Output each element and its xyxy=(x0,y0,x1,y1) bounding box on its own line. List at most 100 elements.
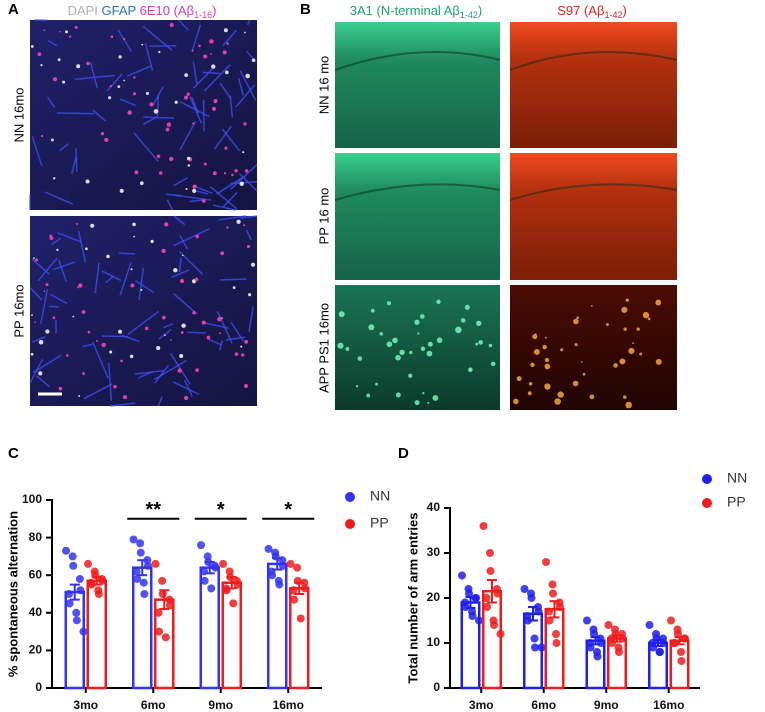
plaque xyxy=(530,362,535,368)
plaque xyxy=(427,401,430,404)
cell-process xyxy=(105,275,115,284)
deposit xyxy=(149,102,154,107)
cell-process xyxy=(44,191,74,205)
deposit xyxy=(244,31,246,34)
deposit xyxy=(192,310,196,315)
cell-process xyxy=(178,19,189,31)
deposit xyxy=(186,92,190,96)
data-point xyxy=(68,552,77,561)
legend-marker xyxy=(702,474,712,484)
cell-process xyxy=(220,278,247,281)
deposit xyxy=(174,100,178,104)
deposit xyxy=(78,394,81,397)
deposit xyxy=(40,134,44,138)
data-point xyxy=(69,561,78,570)
data-point xyxy=(197,541,206,550)
deposit xyxy=(241,353,245,357)
deposit xyxy=(130,268,133,271)
plaque xyxy=(345,347,350,351)
row-label: APP PS1 16mo xyxy=(316,303,331,393)
plaque xyxy=(427,341,433,347)
cell-process xyxy=(239,70,257,101)
plaque xyxy=(557,391,564,398)
deposit xyxy=(120,359,123,363)
cell-process xyxy=(237,78,245,96)
cell-process xyxy=(187,331,206,334)
cell-process xyxy=(144,43,154,71)
deposit xyxy=(62,80,66,84)
legend-text: 1-16 xyxy=(194,10,212,20)
deposit xyxy=(75,223,79,226)
deposit xyxy=(52,316,56,320)
data-point xyxy=(674,630,682,638)
cell-process xyxy=(172,381,200,395)
deposit xyxy=(59,30,61,33)
deposit xyxy=(57,58,61,62)
deposit xyxy=(243,224,246,227)
deposit xyxy=(95,340,98,343)
deposit xyxy=(104,137,109,143)
data-point xyxy=(583,616,591,625)
deposit xyxy=(65,354,69,357)
cell-process xyxy=(173,293,198,315)
plaque xyxy=(386,341,393,348)
y-tick-label: 20 xyxy=(29,643,43,657)
cell-process xyxy=(31,136,43,167)
deposit xyxy=(203,162,207,166)
legend-label: PP xyxy=(727,494,746,510)
data-point xyxy=(486,567,495,575)
plaque xyxy=(370,308,375,313)
deposit xyxy=(226,42,229,45)
cell-process xyxy=(77,230,87,263)
y-tick-label: 40 xyxy=(29,605,43,619)
cell-process xyxy=(213,125,232,150)
panel-label: A xyxy=(8,1,19,18)
plaque xyxy=(464,304,470,310)
header-sub: 1-42 xyxy=(604,10,622,20)
cell-process xyxy=(248,306,254,333)
data-point xyxy=(219,559,228,568)
deposit xyxy=(234,352,239,356)
cell-process xyxy=(230,164,258,190)
cell-process xyxy=(222,192,238,208)
deposit xyxy=(180,331,184,334)
plaque xyxy=(426,350,433,357)
data-point xyxy=(479,522,488,530)
tissue-layer xyxy=(334,51,678,201)
data-point xyxy=(293,563,302,572)
deposit xyxy=(74,26,78,30)
data-point xyxy=(139,578,148,587)
cell-process xyxy=(35,375,51,388)
cell-process xyxy=(222,29,237,47)
plaque xyxy=(655,299,662,306)
deposit xyxy=(194,277,199,282)
deposit xyxy=(52,177,56,180)
cell-process xyxy=(83,383,113,400)
deposit xyxy=(145,91,149,95)
data-point xyxy=(667,616,675,625)
cell-process xyxy=(127,310,160,335)
data-point xyxy=(656,648,664,656)
deposit xyxy=(101,342,106,348)
deposit xyxy=(246,244,251,249)
deposit xyxy=(153,109,159,114)
deposit xyxy=(50,138,54,142)
data-point xyxy=(556,603,564,611)
panel-label: C xyxy=(8,445,19,462)
deposit xyxy=(169,156,174,162)
data-point xyxy=(290,595,299,604)
deposit xyxy=(195,368,199,372)
cell-process xyxy=(92,109,106,122)
data-point xyxy=(548,580,557,589)
data-point xyxy=(133,574,142,583)
plaque xyxy=(436,299,441,304)
y-axis-label: % spontaneous alternation xyxy=(5,511,20,677)
error-bar xyxy=(137,559,148,577)
data-point xyxy=(94,590,103,598)
data-point xyxy=(98,576,107,585)
deposit xyxy=(192,188,197,193)
deposit xyxy=(118,55,122,59)
plaque xyxy=(414,319,420,325)
deposit xyxy=(165,127,170,132)
deposit xyxy=(30,352,34,356)
